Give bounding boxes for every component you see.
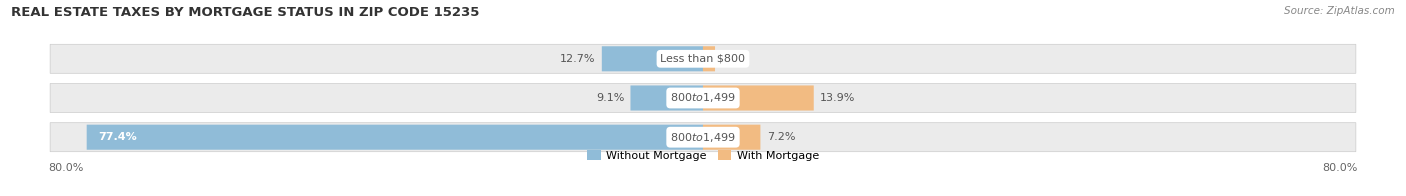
FancyBboxPatch shape bbox=[51, 44, 1355, 73]
FancyBboxPatch shape bbox=[87, 125, 703, 150]
Text: 77.4%: 77.4% bbox=[98, 132, 138, 142]
FancyBboxPatch shape bbox=[51, 83, 1355, 113]
FancyBboxPatch shape bbox=[602, 46, 703, 71]
Text: 1.5%: 1.5% bbox=[721, 54, 749, 64]
Text: 9.1%: 9.1% bbox=[596, 93, 624, 103]
Text: REAL ESTATE TAXES BY MORTGAGE STATUS IN ZIP CODE 15235: REAL ESTATE TAXES BY MORTGAGE STATUS IN … bbox=[11, 6, 479, 19]
Text: 7.2%: 7.2% bbox=[766, 132, 796, 142]
Text: Source: ZipAtlas.com: Source: ZipAtlas.com bbox=[1284, 6, 1395, 16]
Text: 13.9%: 13.9% bbox=[820, 93, 855, 103]
FancyBboxPatch shape bbox=[703, 85, 814, 111]
Legend: Without Mortgage, With Mortgage: Without Mortgage, With Mortgage bbox=[582, 146, 824, 165]
FancyBboxPatch shape bbox=[703, 125, 761, 150]
FancyBboxPatch shape bbox=[630, 85, 703, 111]
FancyBboxPatch shape bbox=[51, 123, 1355, 152]
Text: $800 to $1,499: $800 to $1,499 bbox=[671, 131, 735, 144]
Text: $800 to $1,499: $800 to $1,499 bbox=[671, 92, 735, 104]
FancyBboxPatch shape bbox=[703, 46, 716, 71]
Text: 12.7%: 12.7% bbox=[560, 54, 596, 64]
Text: Less than $800: Less than $800 bbox=[661, 54, 745, 64]
